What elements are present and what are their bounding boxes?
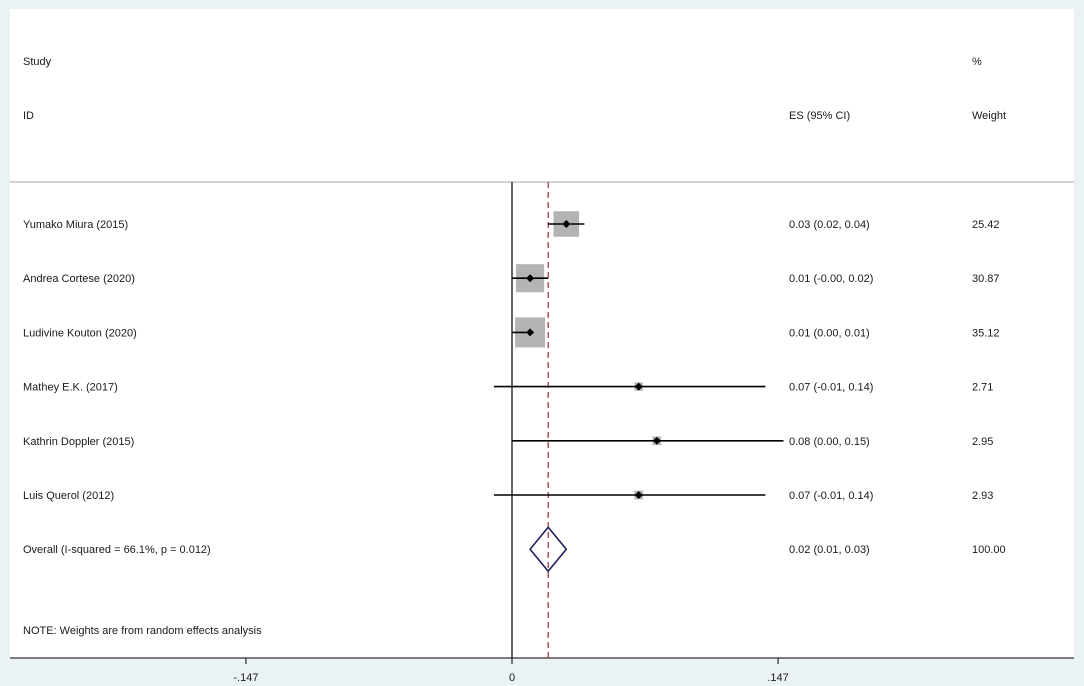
study-ci-text: 0.07 (-0.01, 0.14) (789, 382, 873, 394)
study-row: Mathey E.K. (2017) 0.07 (-0.01, 0.14) 2.71 (23, 382, 993, 394)
study-row: Yumako Miura (2015) 0.03 (0.02, 0.04) 25.4… (23, 211, 1000, 237)
study-label: Mathey E.K. (2017) (23, 382, 118, 394)
study-weight-text: 30.87 (972, 273, 1000, 285)
x-tick-label: -.147 (233, 672, 258, 684)
overall-row: Overall (I-squared = 66.1%, p = 0.012) 0.… (23, 525, 1006, 573)
header-es-label: ES (95% CI) (789, 110, 850, 122)
point-estimate (634, 491, 643, 499)
study-label: Luis Querol (2012) (23, 490, 114, 502)
study-row: Luis Querol (2012) 0.07 (-0.01, 0.14) 2.93 (23, 490, 993, 502)
header-weight-label: Weight (972, 110, 1006, 122)
point-estimate (634, 382, 643, 391)
study-weight-text: 25.42 (972, 219, 1000, 231)
study-weight-text: 2.93 (972, 490, 993, 502)
study-label: Yumako Miura (2015) (23, 219, 128, 231)
study-ci-text: 0.03 (0.02, 0.04) (789, 219, 870, 231)
header-id-label: ID (23, 110, 34, 122)
point-estimate (562, 220, 571, 228)
overall-weight-text: 100.00 (972, 544, 1006, 556)
footnote: NOTE: Weights are from random effects an… (23, 625, 262, 637)
point-estimate (526, 328, 535, 337)
header-percent-label: % (972, 56, 982, 68)
study-row: Andrea Cortese (2020) 0.01 (-0.00, 0.02) 3… (23, 264, 1000, 293)
x-axis-ticks: -.147 0 .147 (233, 658, 789, 684)
study-ci-text: 0.08 (0.00, 0.15) (789, 436, 870, 448)
overall-ci-text: 0.02 (0.01, 0.03) (789, 544, 870, 556)
study-label: Kathrin Doppler (2015) (23, 436, 134, 448)
study-weight-text: 2.71 (972, 382, 993, 394)
study-row: Ludivine Kouton (2020) 0.01 (0.00, 0.01) 3… (23, 317, 1000, 348)
study-ci-text: 0.01 (0.00, 0.01) (789, 327, 870, 339)
x-tick-label: .147 (767, 672, 788, 684)
overall-label: Overall (I-squared = 66.1%, p = 0.012) (23, 544, 211, 556)
point-estimate (526, 274, 535, 283)
study-rows: Yumako Miura (2015) 0.03 (0.02, 0.04) 25.4… (23, 211, 1000, 502)
study-row: Kathrin Doppler (2015) 0.08 (0.00, 0.15) 2… (23, 436, 993, 448)
study-ci-text: 0.07 (-0.01, 0.14) (789, 490, 873, 502)
study-weight-text: 35.12 (972, 327, 1000, 339)
study-weight-text: 2.95 (972, 436, 993, 448)
header-study-label: Study (23, 56, 52, 68)
study-ci-text: 0.01 (-0.00, 0.02) (789, 273, 873, 285)
study-label: Ludivine Kouton (2020) (23, 327, 137, 339)
overall-diamond (529, 525, 568, 573)
x-tick-label: 0 (509, 672, 515, 684)
point-estimate (652, 436, 661, 445)
study-label: Andrea Cortese (2020) (23, 273, 135, 285)
